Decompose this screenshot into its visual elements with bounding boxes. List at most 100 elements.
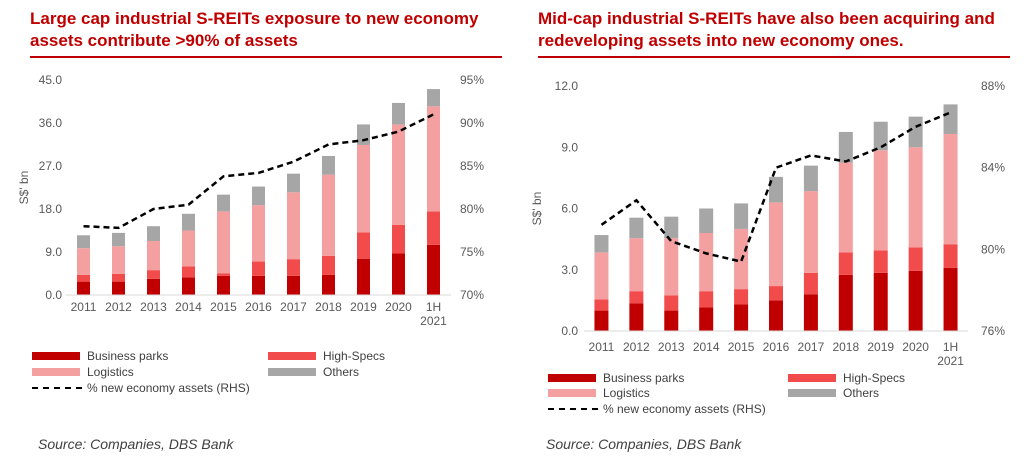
bar-others — [908, 116, 923, 148]
bar-high-specs — [112, 273, 125, 282]
legend-swatch-logistics — [32, 368, 80, 376]
x-tick-label: 2018 — [832, 340, 859, 354]
y-tick-label: 36.0 — [39, 116, 63, 130]
legend-label: Logistics — [87, 365, 134, 379]
bar-high-specs — [392, 224, 405, 254]
chart-legend: Business parks High-Specs Logistics Othe… — [548, 370, 1008, 420]
legend-dash-line — [548, 408, 598, 410]
y-tick-label: 45.0 — [39, 73, 63, 87]
bar-high-specs — [252, 261, 265, 276]
x-tick-label: 2013 — [658, 340, 685, 354]
y2-tick-label: 84% — [981, 161, 1005, 175]
bar-high-specs — [699, 291, 714, 308]
x-tick-label: 2016 — [245, 300, 272, 314]
x-tick-label: 2013 — [140, 300, 167, 314]
x-tick-label: 2017 — [280, 300, 307, 314]
bar-business-parks — [112, 281, 125, 295]
bar-logistics — [629, 238, 644, 292]
bar-others — [217, 194, 230, 212]
legend-label: Others — [323, 365, 360, 379]
legend-label: % new economy assets (RHS) — [603, 402, 766, 416]
bar-logistics — [252, 205, 265, 262]
source-note: Source: Companies, DBS Bank — [38, 436, 234, 452]
bar-high-specs — [769, 286, 783, 301]
bar-logistics — [77, 248, 90, 275]
x-tick-label: 2011 — [71, 300, 97, 314]
bar-high-specs — [943, 244, 958, 268]
bar-logistics — [803, 191, 818, 273]
legend-label: Business parks — [87, 349, 169, 363]
legend-swatch-business-parks — [548, 374, 596, 382]
legend-swatch-business-parks — [32, 352, 80, 360]
y2-tick-label: 80% — [460, 202, 484, 216]
bar-logistics — [769, 202, 783, 287]
bar-logistics — [217, 211, 230, 274]
bar-high-specs — [217, 273, 230, 276]
x-tick-label: 2015 — [210, 300, 237, 314]
bar-others — [629, 217, 644, 239]
bar-business-parks — [252, 275, 265, 295]
x-tick-label: 2015 — [728, 340, 755, 354]
y2-tick-label: 90% — [460, 116, 484, 130]
bar-others — [664, 216, 679, 239]
bar-business-parks — [769, 300, 783, 331]
bar-high-specs — [629, 291, 644, 304]
line-new-economy-pct — [83, 113, 435, 230]
title-rule — [30, 56, 502, 58]
bar-business-parks — [217, 275, 230, 295]
bar-high-specs — [594, 299, 609, 311]
bar-logistics — [873, 150, 888, 251]
bar-others — [427, 89, 440, 107]
legend-swatch-others — [788, 389, 836, 397]
bar-high-specs — [873, 250, 888, 273]
bar-logistics — [112, 246, 125, 274]
source-note: Source: Companies, DBS Bank — [546, 436, 742, 452]
y-tick-label: 27.0 — [39, 159, 63, 173]
bar-high-specs — [357, 232, 370, 259]
x-tick-label: 2016 — [763, 340, 790, 354]
mid-cap-chart: 0.0 3.0 6.0 9.0 12.0 76% 80% 84% 88% S$' bn 2011 20… — [530, 79, 1005, 368]
bar-logistics — [594, 252, 609, 300]
title-rule — [538, 56, 1010, 58]
line-new-economy-pct — [600, 111, 951, 264]
x-tick-label: 2014 — [693, 340, 720, 354]
x-tick-label: 2014 — [175, 300, 202, 314]
y-tick-label: 3.0 — [561, 263, 578, 277]
bar-business-parks — [873, 272, 888, 331]
x-tick-label: 2021 — [937, 354, 964, 368]
legend-label: % new economy assets (RHS) — [87, 381, 250, 395]
bar-business-parks — [734, 304, 749, 331]
bar-others — [182, 213, 195, 231]
x-tick-label: 1H — [426, 300, 441, 314]
legend-swatch-logistics — [548, 389, 596, 397]
bar-logistics — [357, 144, 370, 233]
bar-logistics — [427, 106, 440, 212]
bar-business-parks — [287, 275, 300, 295]
right-panel: Mid-cap industrial S-REITs have also bee… — [516, 0, 1016, 472]
x-tick-label: 2019 — [867, 340, 894, 354]
left-panel: Large cap industrial S-REITs exposure to… — [8, 0, 508, 472]
bar-high-specs — [908, 247, 923, 271]
bar-others — [943, 104, 958, 134]
chart-title: Mid-cap industrial S-REITs have also bee… — [538, 9, 995, 50]
bar-others — [734, 203, 749, 229]
y2-tick-label: 88% — [981, 79, 1005, 93]
bar-logistics — [182, 230, 195, 267]
y2-tick-label: 95% — [460, 73, 484, 87]
bar-high-specs — [147, 270, 160, 279]
bar-logistics — [908, 147, 923, 248]
bar-business-parks — [77, 281, 90, 295]
legend-label: High-Specs — [843, 371, 906, 385]
x-tick-label: 2011 — [589, 340, 615, 354]
y2-tick-label: 75% — [460, 245, 484, 259]
y2-tick-label: 70% — [460, 288, 484, 302]
y2-tick-label: 85% — [460, 159, 484, 173]
x-tick-label: 2018 — [315, 300, 342, 314]
legend-label: Logistics — [603, 386, 650, 400]
bar-business-parks — [803, 294, 818, 331]
bar-logistics — [287, 192, 300, 260]
bar-high-specs — [287, 259, 300, 276]
chart-legend: Business parks High-Specs Logistics Othe… — [32, 348, 502, 398]
bar-others — [769, 176, 783, 203]
bar-high-specs — [322, 255, 335, 275]
